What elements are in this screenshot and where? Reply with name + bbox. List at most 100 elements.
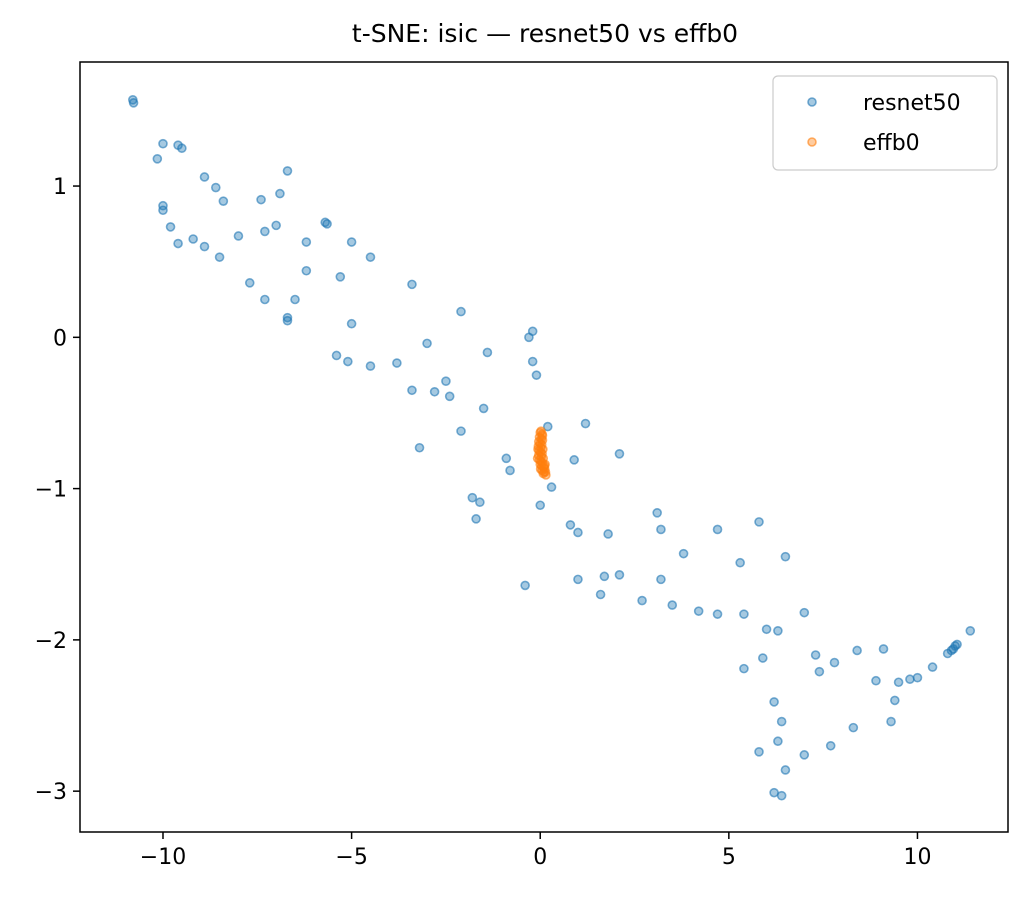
plot-frame xyxy=(79,61,1009,833)
point-resnet50-100 xyxy=(927,662,938,672)
point-resnet50-56 xyxy=(614,449,625,459)
point-resnet50-92 xyxy=(829,657,840,668)
point-resnet50-59 xyxy=(505,465,515,476)
point-resnet50-34 xyxy=(346,318,357,329)
point-resnet50-58 xyxy=(501,453,512,464)
point-resnet50-26 xyxy=(365,252,376,262)
point-resnet50-14 xyxy=(165,222,176,232)
point-resnet50-72 xyxy=(678,548,689,559)
x-tick-label-3: 5 xyxy=(722,845,736,870)
point-resnet50-16 xyxy=(188,234,198,244)
point-resnet50-3 xyxy=(152,154,163,164)
point-resnet50-30 xyxy=(260,294,270,305)
point-resnet50-21 xyxy=(271,220,281,231)
point-resnet50-2 xyxy=(158,138,168,149)
point-resnet50-45 xyxy=(527,356,538,367)
point-resnet50-79 xyxy=(656,574,666,585)
y-tick-label-4: −3 xyxy=(35,780,67,805)
point-resnet50-118 xyxy=(776,790,787,801)
point-resnet50-69 xyxy=(656,524,666,535)
point-resnet50-81 xyxy=(637,595,647,606)
point-resnet50-67 xyxy=(603,529,613,539)
point-resnet50-62 xyxy=(475,497,485,508)
point-resnet50-51 xyxy=(478,403,489,414)
point-resnet50-87 xyxy=(761,624,772,635)
point-resnet50-111 xyxy=(848,722,859,733)
point-resnet50-85 xyxy=(739,609,749,619)
point-resnet50-31 xyxy=(290,294,300,305)
point-resnet50-89 xyxy=(757,653,768,663)
point-resnet50-75 xyxy=(520,580,530,591)
point-resnet50-11 xyxy=(282,166,293,176)
point-resnet50-70 xyxy=(712,524,723,535)
point-effb0-30 xyxy=(538,468,549,479)
point-resnet50-63 xyxy=(535,500,546,511)
point-resnet50-61 xyxy=(467,492,478,503)
point-resnet50-66 xyxy=(573,527,583,538)
point-resnet50-57 xyxy=(569,455,579,465)
point-resnet50-49 xyxy=(429,386,440,397)
point-resnet50-94 xyxy=(852,645,862,656)
point-resnet50-105 xyxy=(952,639,962,650)
point-resnet50-93 xyxy=(814,666,825,677)
points-layer xyxy=(128,95,976,801)
point-resnet50-109 xyxy=(776,716,787,727)
legend: resnet50 effb0 xyxy=(772,75,998,171)
legend-marker-effb0 xyxy=(807,137,817,147)
point-resnet50-35 xyxy=(407,279,417,290)
point-resnet50-13 xyxy=(158,205,168,216)
point-resnet50-40 xyxy=(365,361,376,371)
point-resnet50-38 xyxy=(331,350,342,361)
point-resnet50-18 xyxy=(214,252,225,262)
point-resnet50-32 xyxy=(282,312,293,323)
legend-label-resnet50: resnet50 xyxy=(863,91,961,116)
point-resnet50-6 xyxy=(199,172,210,182)
point-resnet50-86 xyxy=(799,607,810,618)
point-resnet50-15 xyxy=(173,238,183,249)
point-resnet50-74 xyxy=(780,551,791,562)
point-resnet50-96 xyxy=(871,675,881,686)
point-resnet50-53 xyxy=(414,442,425,453)
point-resnet50-46 xyxy=(531,370,542,380)
y-tick-label-0: 1 xyxy=(53,175,67,200)
point-resnet50-88 xyxy=(773,625,783,636)
x-tick-label-2: 0 xyxy=(533,845,547,870)
y-tick-label-3: −2 xyxy=(35,629,67,654)
point-resnet50-113 xyxy=(754,747,764,757)
point-resnet50-47 xyxy=(441,376,451,386)
point-resnet50-7 xyxy=(211,182,221,193)
series-resnet50 xyxy=(128,95,976,801)
point-resnet50-97 xyxy=(893,677,904,688)
point-resnet50-99 xyxy=(912,672,923,683)
point-resnet50-84 xyxy=(712,609,723,619)
point-resnet50-77 xyxy=(599,571,610,582)
point-resnet50-76 xyxy=(573,574,583,585)
point-resnet50-60 xyxy=(546,482,557,492)
point-resnet50-78 xyxy=(614,570,625,580)
point-resnet50-28 xyxy=(335,272,346,282)
point-effb0-35 xyxy=(537,430,548,441)
point-resnet50-19 xyxy=(233,231,244,241)
point-resnet50-98 xyxy=(905,674,915,685)
chart-title: t-SNE: isic — resnet50 vs effb0 xyxy=(352,19,738,48)
point-resnet50-37 xyxy=(422,338,432,349)
point-resnet50-107 xyxy=(890,695,900,706)
point-resnet50-112 xyxy=(773,736,783,747)
legend-box xyxy=(772,75,998,171)
point-resnet50-90 xyxy=(739,663,749,674)
point-resnet50-65 xyxy=(565,520,576,530)
x-tick-label-4: 10 xyxy=(903,845,931,870)
point-effb0-34 xyxy=(532,453,543,464)
x-tick-label-1: −5 xyxy=(335,845,367,870)
point-resnet50-29 xyxy=(244,278,255,288)
point-resnet50-106 xyxy=(965,625,976,636)
point-resnet50-17 xyxy=(199,241,210,252)
point-resnet50-39 xyxy=(343,356,353,367)
point-effb0-32 xyxy=(540,459,550,470)
y-tick-label-1: 0 xyxy=(53,326,67,351)
point-resnet50-52 xyxy=(456,426,466,436)
point-resnet50-64 xyxy=(471,514,481,524)
point-resnet50-25 xyxy=(346,237,357,247)
point-resnet50-50 xyxy=(444,391,455,402)
